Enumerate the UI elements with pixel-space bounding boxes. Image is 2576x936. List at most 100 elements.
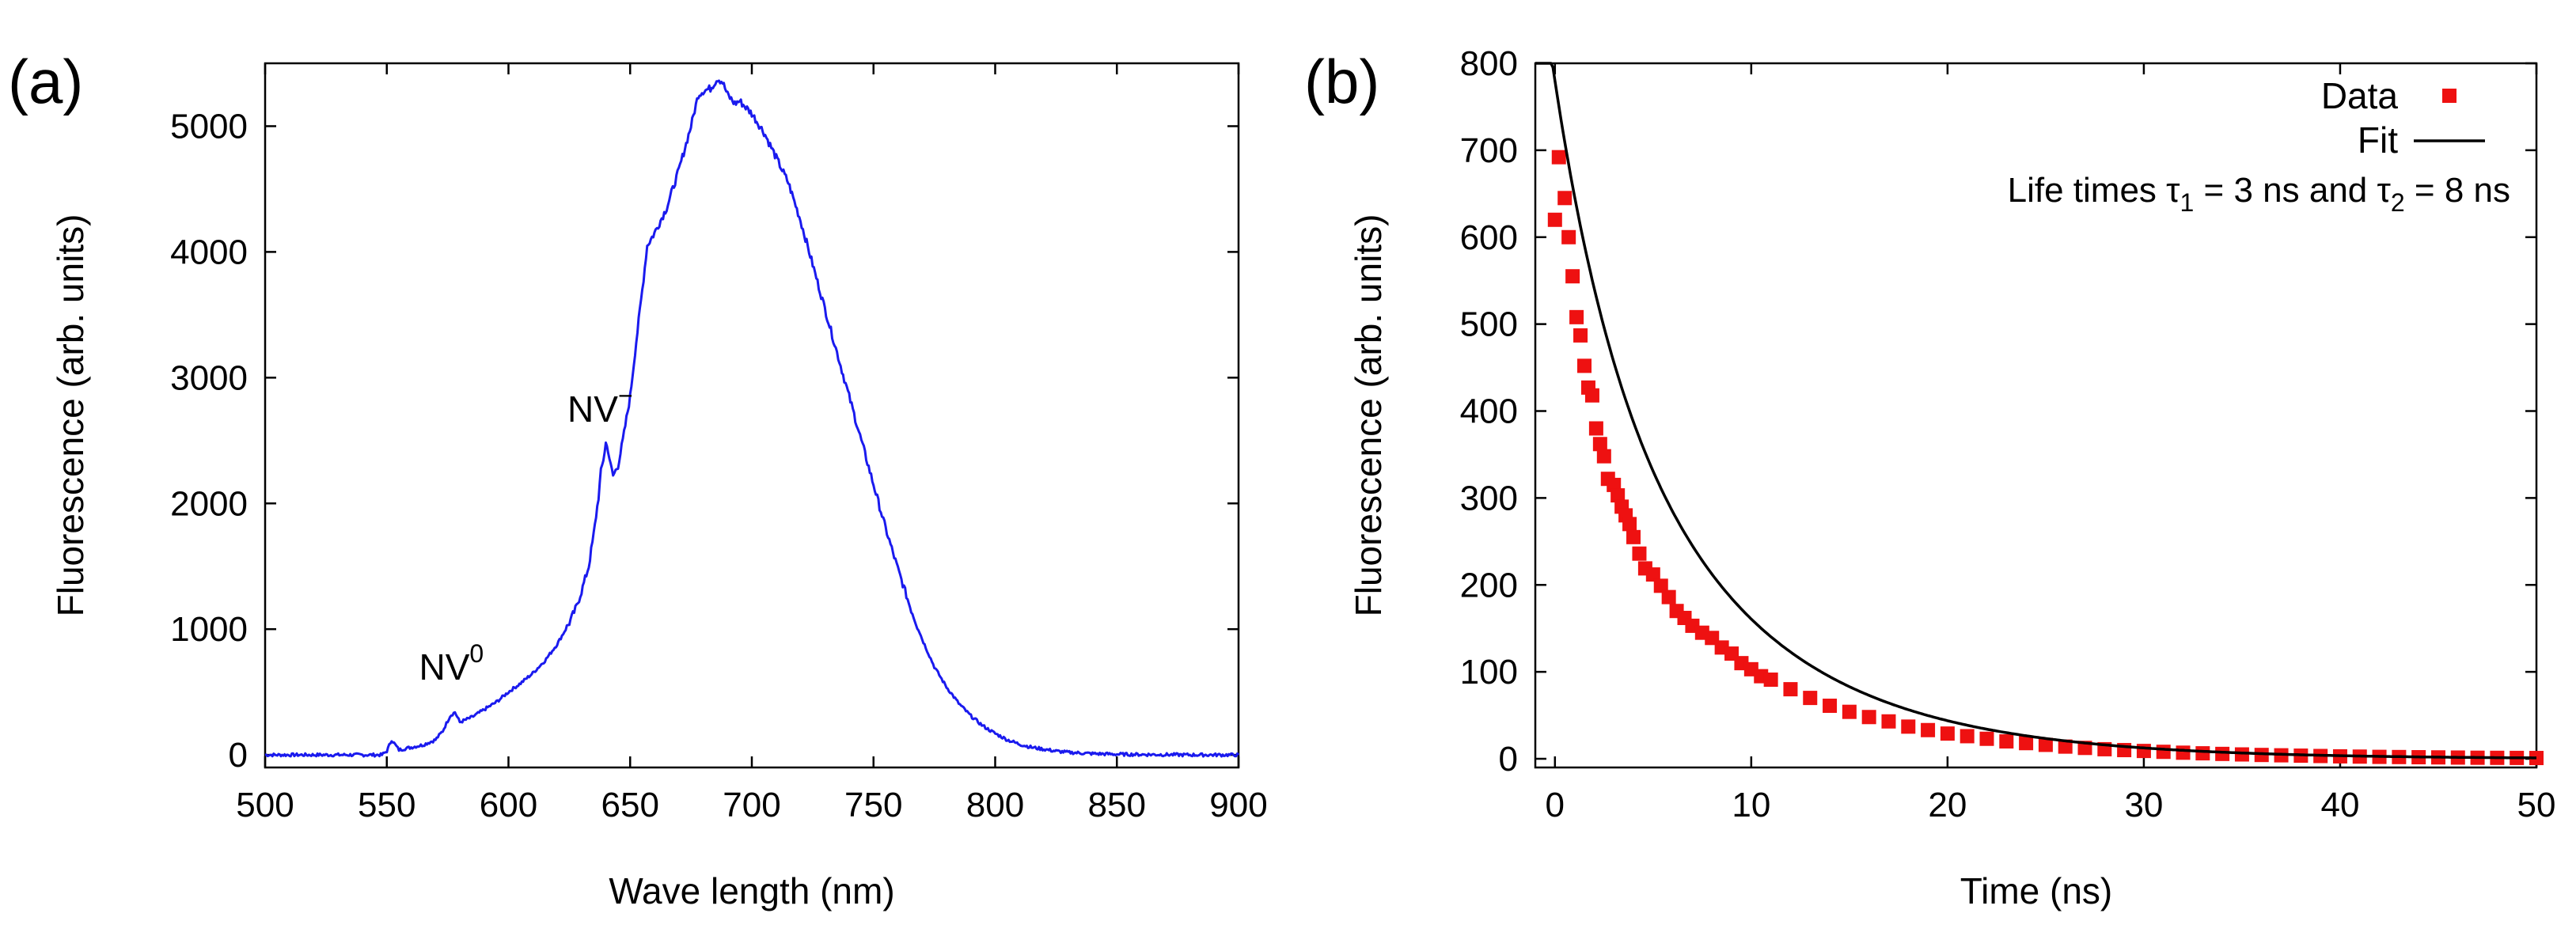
data-point [1861, 710, 1876, 725]
data-point [1626, 529, 1641, 544]
data-point [2215, 746, 2230, 761]
tau1-symbol: τ [2166, 171, 2180, 210]
data-point [2156, 745, 2171, 760]
data-point [1557, 191, 1573, 206]
b-xtick-label-4: 40 [2320, 786, 2359, 824]
nv0-annotation-text: NV [419, 646, 469, 688]
data-point [1632, 546, 1647, 561]
b-xtick-label-0: 0 [1546, 786, 1565, 824]
data-point [1584, 388, 1599, 403]
data-point [1577, 358, 1592, 373]
panel-a-label: (a) [8, 47, 83, 116]
b-ytick-label-4: 400 [1460, 392, 1518, 431]
b-xtick-label-3: 30 [2124, 786, 2163, 824]
data-point [1596, 449, 1611, 464]
tau2-subscript: 2 [2391, 188, 2405, 217]
a-xtick-label-1: 550 [358, 786, 415, 824]
legend-data-marker [2442, 89, 2456, 103]
data-point [2176, 745, 2191, 760]
panel-a-xticks: 500 550 600 650 700 750 800 850 900 [236, 63, 1268, 824]
data-point [1901, 719, 1916, 734]
tau2-symbol: τ [2377, 171, 2392, 210]
data-point [2195, 746, 2210, 761]
a-ytick-label-5: 5000 [170, 107, 248, 146]
b-xtick-label-2: 20 [1928, 786, 1967, 824]
fit-curve [1535, 62, 2536, 760]
panel-b: (b) 0 10 20 30 40 50 0 100 200 300 400 500 600 700 80… [1304, 44, 2555, 911]
lifetimes-mid: = 3 ns and [2194, 171, 2377, 210]
b-ytick-label-3: 300 [1460, 479, 1518, 517]
data-point [2058, 739, 2073, 754]
panel-b-ylabel: Fluorescence (arb. units) [1348, 214, 1389, 617]
data-point [1763, 673, 1778, 688]
b-xtick-label-1: 10 [1732, 786, 1770, 824]
data-point [1921, 722, 1936, 737]
nvminus-annotation: NV− [567, 381, 633, 430]
legend-data-label: Data [2321, 75, 2399, 116]
data-point [1979, 731, 1994, 746]
lifetimes-suffix: = 8 ns [2405, 171, 2510, 210]
data-point [1653, 578, 1668, 593]
nv0-annotation: NV0 [419, 639, 484, 688]
data-point [1940, 726, 1955, 741]
a-ytick-label-1: 1000 [170, 610, 248, 649]
a-xtick-label-2: 600 [480, 786, 537, 824]
panel-a-ylabel: Fluorescence (arb. units) [50, 214, 91, 617]
panel-b-xticks: 0 10 20 30 40 50 [1546, 63, 2556, 824]
a-ytick-label-0: 0 [229, 736, 248, 775]
a-xtick-label-7: 850 [1088, 786, 1146, 824]
panel-a: (a) 500 550 600 650 700 750 800 850 900 0 1000 200… [8, 47, 1268, 911]
data-point [1803, 691, 1818, 706]
a-xtick-label-6: 800 [966, 786, 1024, 824]
b-xtick-label-5: 50 [2517, 786, 2556, 824]
data-point [1842, 704, 1857, 719]
data-point [1622, 517, 1637, 532]
data-point [2038, 737, 2053, 752]
data-point [1561, 229, 1576, 244]
a-xtick-label-3: 650 [601, 786, 659, 824]
data-point [1588, 421, 1603, 436]
a-ytick-label-4: 4000 [170, 233, 248, 271]
legend: Data Fit Life times τ1 = 3 ns and τ2 = 8… [2008, 75, 2510, 217]
panel-b-label: (b) [1304, 47, 1379, 116]
data-point [1569, 309, 1584, 324]
legend-fit-label: Fit [2358, 119, 2398, 161]
data-point [1783, 682, 1798, 697]
a-xtick-label-5: 750 [844, 786, 902, 824]
nv0-annotation-sup: 0 [469, 639, 484, 668]
b-ytick-label-7: 700 [1460, 131, 1518, 170]
data-points [1547, 150, 2544, 766]
data-point [1610, 488, 1626, 503]
nvminus-annotation-sup: − [618, 381, 633, 410]
lifetimes-prefix: Life times [2008, 171, 2167, 210]
b-ytick-label-6: 600 [1460, 218, 1518, 257]
a-xtick-label-8: 900 [1209, 786, 1267, 824]
data-point [2136, 744, 2151, 759]
data-point [2019, 736, 2034, 751]
tau1-subscript: 1 [2180, 188, 2195, 217]
data-point [1999, 734, 2014, 749]
data-point [1573, 328, 1588, 343]
data-point [1592, 437, 1607, 452]
b-ytick-label-5: 500 [1460, 305, 1518, 344]
spectrum-line [264, 79, 1240, 758]
data-point [1661, 589, 1676, 604]
b-ytick-label-0: 0 [1499, 740, 1518, 779]
panel-a-yticks: 0 1000 2000 3000 4000 5000 [170, 107, 1239, 775]
legend-lifetimes-note: Life times τ1 = 3 ns and τ2 = 8 ns [2008, 171, 2510, 217]
data-point [1551, 150, 1566, 165]
data-point [1881, 714, 1896, 729]
panel-b-xlabel: Time (ns) [1960, 870, 2113, 911]
data-point [1565, 269, 1580, 284]
nvminus-annotation-text: NV [567, 388, 618, 430]
a-xtick-label-4: 700 [723, 786, 780, 824]
data-point [2234, 747, 2249, 762]
a-xtick-label-0: 500 [236, 786, 294, 824]
panel-a-frame [264, 62, 1240, 769]
b-ytick-label-1: 100 [1460, 653, 1518, 692]
a-ytick-label-3: 3000 [170, 358, 248, 397]
a-ytick-label-2: 2000 [170, 484, 248, 523]
panel-a-xlabel: Wave length (nm) [609, 870, 894, 911]
data-point [1645, 567, 1660, 582]
panel-b-yticks: 0 100 200 300 400 500 600 700 800 [1460, 44, 2536, 779]
